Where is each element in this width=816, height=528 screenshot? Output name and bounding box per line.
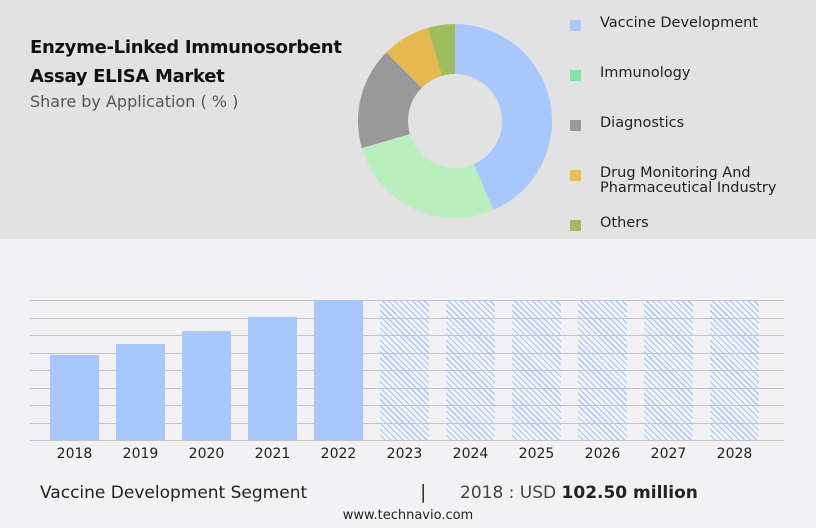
donut-chart <box>358 24 552 218</box>
x-axis-label: 2028 <box>716 446 753 462</box>
legend-item: Others <box>570 216 810 231</box>
website-link[interactable]: www.technavio.com <box>342 508 474 523</box>
bar <box>116 343 165 440</box>
legend-swatch-icon <box>570 120 581 131</box>
legend-item: Drug Monitoring And Pharmaceutical Indus… <box>570 166 810 196</box>
chart-title: Enzyme-Linked Immunosorbent Assay ELISA … <box>30 33 342 91</box>
donut-slice-immunology <box>361 134 494 218</box>
legend-swatch-icon <box>570 20 581 31</box>
legend-label: Others <box>600 215 649 231</box>
footer-separator: | <box>420 481 427 503</box>
x-axis-label: 2025 <box>518 446 555 462</box>
x-axis-label: 2020 <box>188 446 225 462</box>
legend-label: Immunology <box>600 65 691 81</box>
donut-slice-vaccine-development <box>455 24 552 211</box>
legend-item: Vaccine Development <box>570 16 810 31</box>
forecast-bar <box>710 300 759 440</box>
x-axis-label: 2024 <box>452 446 489 462</box>
bar <box>182 331 231 440</box>
segment-value: 2018 : USD 102.50 million <box>460 483 698 503</box>
x-axis-label: 2023 <box>386 446 423 462</box>
bar-chart <box>30 300 784 441</box>
x-axis-label: 2026 <box>584 446 621 462</box>
value-amount: 102.50 million <box>561 483 698 503</box>
forecast-bar <box>446 300 495 440</box>
forecast-bar <box>380 300 429 440</box>
donut-slice-others <box>427 24 455 76</box>
legend-label: Vaccine Development <box>600 15 758 31</box>
x-axis-label: 2022 <box>320 446 357 462</box>
forecast-bar <box>578 300 627 440</box>
legend-item: Immunology <box>570 66 810 81</box>
x-axis-label: 2019 <box>122 446 159 462</box>
x-axis-label: 2021 <box>254 446 291 462</box>
donut-slice-drug-monitoring-and-pharmaceutical-industry <box>386 27 442 88</box>
title-line-2: Assay ELISA Market <box>30 66 225 87</box>
forecast-bar <box>644 300 693 440</box>
legend-item: Diagnostics <box>570 116 810 131</box>
title-line-1: Enzyme-Linked Immunosorbent <box>30 37 342 58</box>
value-prefix: 2018 : USD <box>460 483 562 503</box>
forecast-bar <box>512 300 561 440</box>
legend-swatch-icon <box>570 70 581 81</box>
donut-slice-diagnostics <box>358 52 422 149</box>
segment-label: Vaccine Development Segment <box>40 483 308 503</box>
legend-swatch-icon <box>570 170 581 181</box>
x-axis-label: 2018 <box>56 446 93 462</box>
legend-swatch-icon <box>570 220 581 231</box>
bar <box>50 355 99 440</box>
bar <box>248 317 297 440</box>
x-axis-label: 2027 <box>650 446 687 462</box>
gridline <box>30 440 784 441</box>
bar <box>314 300 363 440</box>
legend-label: Drug Monitoring And Pharmaceutical Indus… <box>600 165 777 196</box>
legend-label: Diagnostics <box>600 115 685 131</box>
chart-subtitle: Share by Application ( % ) <box>30 92 239 111</box>
